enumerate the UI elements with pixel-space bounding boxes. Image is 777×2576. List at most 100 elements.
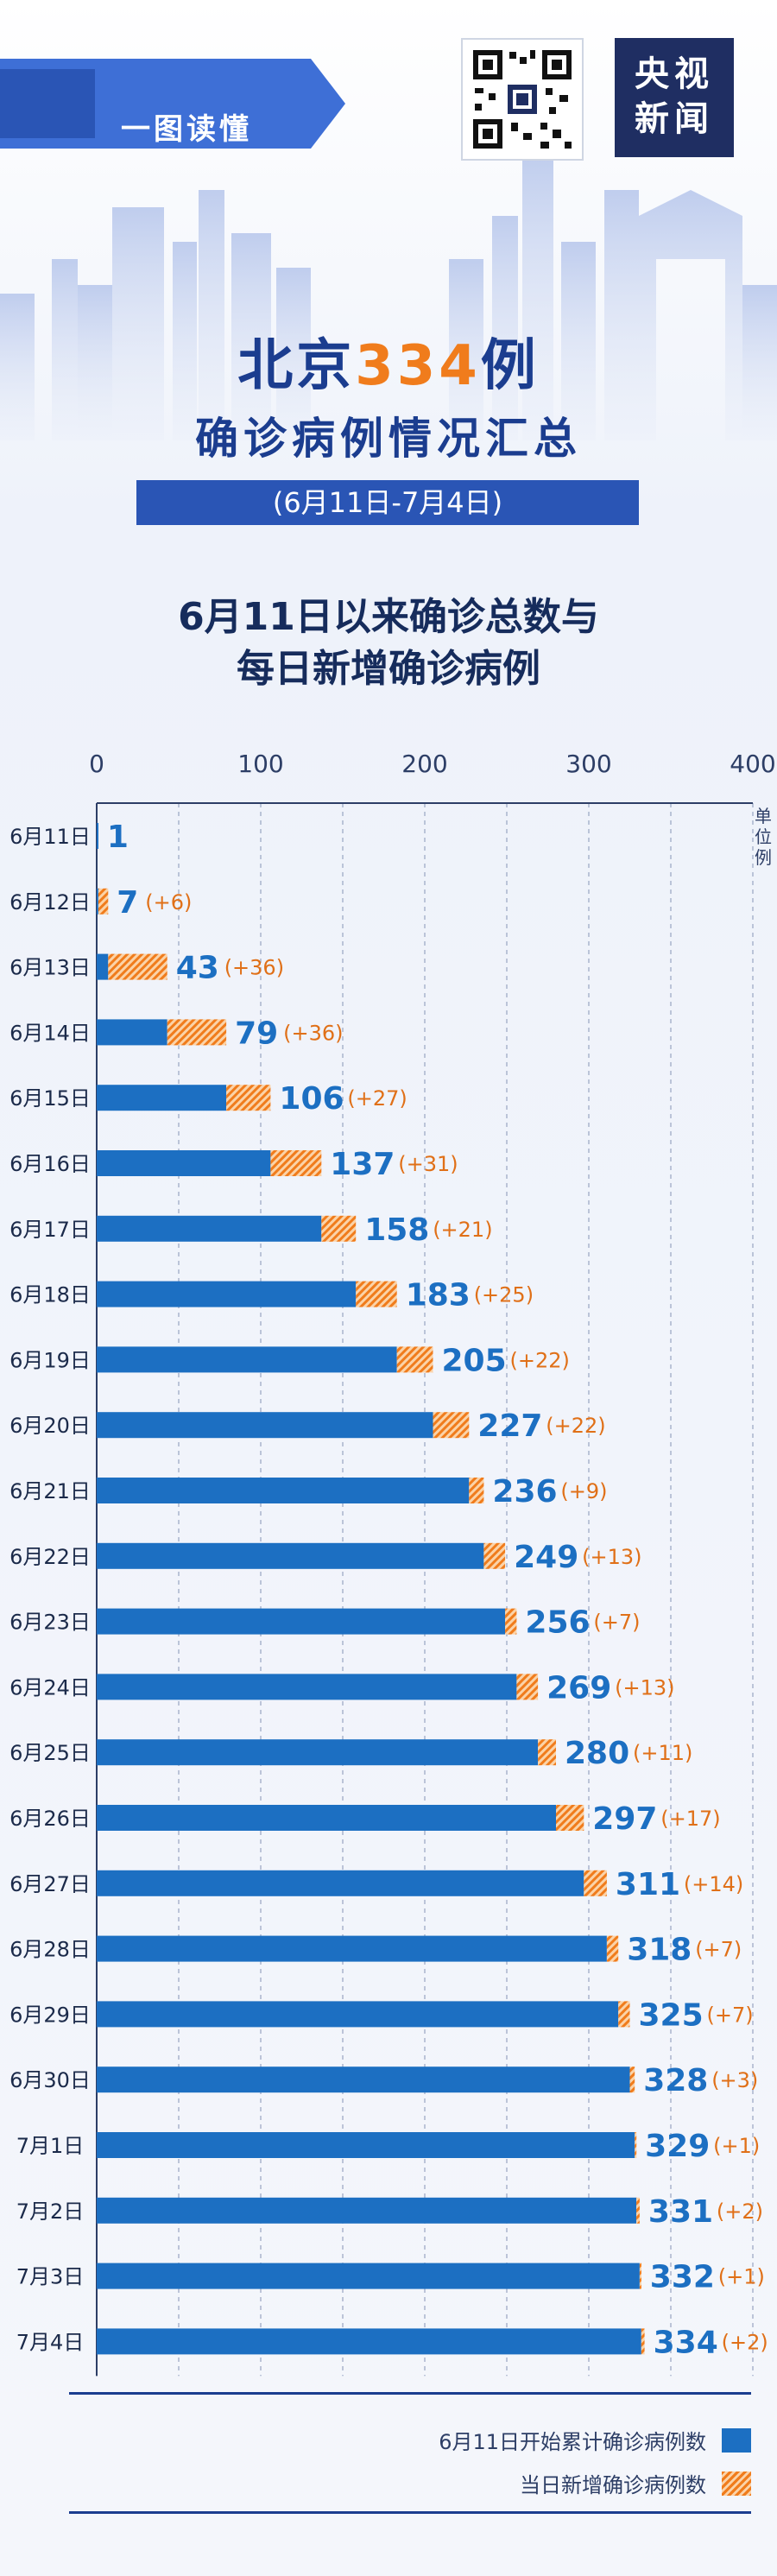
category-label: 7月2日 — [16, 2199, 85, 2224]
new-value-label: (+9) — [560, 1479, 607, 1503]
total-value-label: 331 — [648, 2194, 713, 2230]
bar-new — [321, 1215, 357, 1242]
bar-new — [505, 1608, 517, 1635]
legend-new-label: 当日新增确诊病例数 — [520, 2473, 706, 2497]
bar-new — [226, 1085, 271, 1111]
new-value-label: (+36) — [283, 1021, 343, 1045]
bar-new — [618, 2001, 630, 2028]
total-value-label: 334 — [654, 2325, 718, 2360]
bar-cumulative — [97, 2263, 640, 2289]
total-value-label: 325 — [639, 1997, 704, 2033]
bar-new — [469, 1478, 484, 1503]
total-value-label: 269 — [546, 1670, 611, 1706]
unit-label-char: 例 — [755, 847, 772, 868]
new-value-label: (+31) — [398, 1152, 458, 1176]
bar-cumulative — [97, 888, 98, 915]
category-label: 6月25日 — [9, 1741, 91, 1765]
bar-new — [641, 2328, 645, 2355]
total-value-label: 79 — [235, 1016, 278, 1051]
category-label: 6月19日 — [9, 1348, 91, 1372]
bar-new — [629, 2066, 635, 2093]
new-value-label: (+1) — [718, 2265, 765, 2289]
bar-cumulative — [97, 2132, 635, 2158]
bar-cumulative — [97, 1870, 584, 1896]
legend-bottom-rule — [69, 2511, 751, 2514]
bar-new — [108, 953, 167, 980]
legend-cumulative-label: 6月11日开始累计确诊病例数 — [439, 2430, 706, 2454]
category-label: 6月13日 — [9, 956, 91, 980]
bar-new — [516, 1674, 539, 1700]
total-value-label: 227 — [477, 1408, 542, 1444]
new-value-label: (+1) — [713, 2134, 760, 2158]
new-value-label: (+22) — [546, 1414, 605, 1438]
header-banner — [0, 59, 345, 149]
new-value-label: (+27) — [347, 1086, 407, 1111]
bar-new — [97, 823, 98, 849]
x-tick-label: 100 — [237, 750, 283, 778]
total-value-label: 183 — [406, 1278, 471, 1313]
sub-title: 确诊病例情况汇总 — [195, 414, 582, 464]
bar-cumulative — [97, 2197, 637, 2224]
category-label: 6月30日 — [9, 2068, 91, 2092]
cctv-news-logo: 央视 新闻 — [615, 38, 734, 157]
bar-cumulative — [97, 953, 109, 980]
logo-line-1: 央视 — [635, 54, 714, 94]
new-value-label: (+2) — [717, 2199, 763, 2224]
new-value-label: (+7) — [707, 2003, 754, 2027]
total-value-label: 280 — [565, 1736, 629, 1771]
bar-new — [433, 1412, 470, 1439]
bar-cumulative — [97, 1346, 397, 1373]
bar-cumulative — [97, 2328, 641, 2355]
bar-new — [584, 1870, 607, 1896]
category-label: 6月29日 — [9, 2003, 91, 2027]
main-title: 北京334例 — [0, 321, 777, 401]
total-value-label: 1 — [107, 820, 129, 855]
category-label: 6月11日 — [9, 825, 91, 849]
skyline-illustration — [0, 155, 777, 440]
total-value-label: 43 — [176, 951, 219, 986]
category-label: 6月20日 — [9, 1414, 91, 1438]
category-label: 7月1日 — [16, 2134, 85, 2158]
x-tick-label: 200 — [401, 750, 447, 778]
bar-cumulative — [97, 1085, 227, 1111]
bar-cumulative — [97, 1150, 271, 1176]
category-label: 6月23日 — [9, 1611, 91, 1635]
new-value-label: (+22) — [510, 1348, 570, 1372]
x-tick-label: 300 — [565, 750, 611, 778]
bar-new — [396, 1346, 433, 1373]
new-value-label: (+36) — [224, 956, 284, 980]
title-number: 334 — [355, 334, 481, 398]
cases-bar-chart: 0 100 200 300 400 单位例 6月11日 1 6月12日 7 (+6) 6月13日 43… — [9, 750, 776, 2377]
total-value-label: 329 — [645, 2129, 710, 2164]
banner-label: 一图读懂 — [121, 112, 252, 147]
bar-new — [556, 1805, 584, 1831]
total-value-label: 318 — [627, 1933, 692, 1968]
bar-new — [356, 1281, 397, 1307]
bar-cumulative — [97, 1608, 506, 1635]
bar-new — [270, 1150, 322, 1176]
unit-label-char: 单 — [755, 806, 772, 826]
category-label: 6月24日 — [9, 1675, 91, 1699]
total-value-label: 249 — [514, 1540, 578, 1575]
new-value-label: (+6) — [145, 890, 192, 915]
category-label: 6月26日 — [9, 1807, 91, 1831]
unit-label-char: 位 — [755, 826, 772, 847]
category-label: 7月4日 — [16, 2330, 85, 2354]
bar-cumulative — [97, 1215, 322, 1242]
bar-cumulative — [97, 1478, 470, 1503]
bar-new — [606, 1935, 619, 1962]
total-value-label: 106 — [279, 1081, 344, 1117]
category-label: 6月17日 — [9, 1218, 91, 1242]
logo-line-2: 新闻 — [635, 99, 714, 139]
new-value-label: (+2) — [722, 2330, 768, 2354]
title-suffix: 例 — [480, 334, 540, 398]
new-value-label: (+7) — [695, 1938, 742, 1962]
x-tick-label: 400 — [730, 750, 775, 778]
qr-code[interactable] — [461, 38, 584, 161]
bar-cumulative — [97, 1019, 167, 1046]
new-value-label: (+14) — [684, 1872, 743, 1896]
bar-new — [167, 1019, 227, 1046]
category-label: 6月27日 — [9, 1872, 91, 1896]
category-label: 6月16日 — [9, 1152, 91, 1176]
bar-new — [98, 888, 109, 915]
